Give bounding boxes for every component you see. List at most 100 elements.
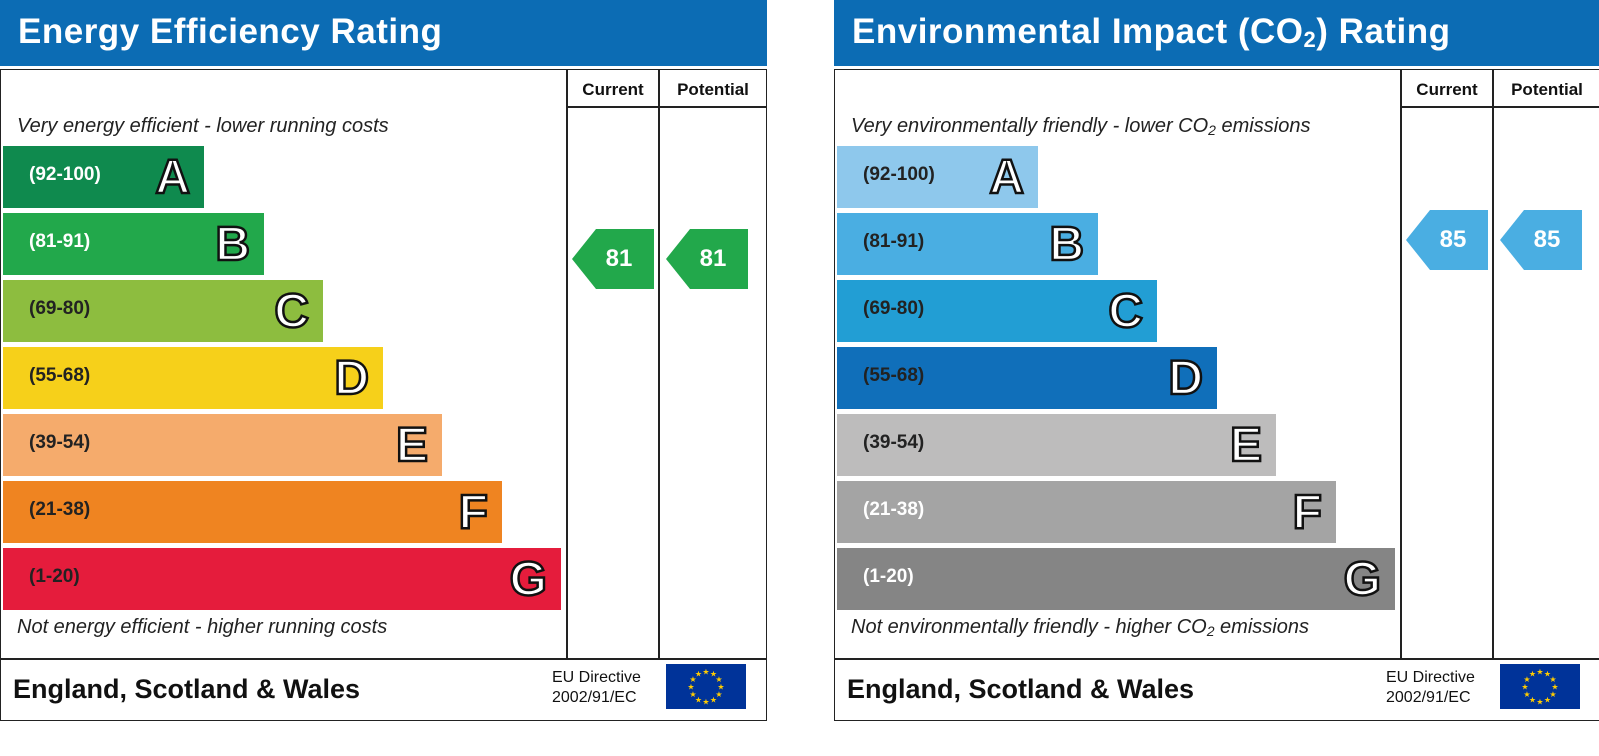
band-letter: D	[333, 351, 370, 407]
bottom-caption-sub: 2	[1206, 623, 1215, 639]
rating-band-e: (39-54) E	[837, 414, 1276, 476]
rating-frame: Current Potential Very environmentally f…	[834, 69, 1599, 721]
eu-star: ★	[702, 698, 709, 707]
bottom-caption-tail: emissions	[1214, 616, 1309, 638]
eu-star: ★	[1523, 675, 1530, 684]
eu-directive-line1: EU Directive	[1386, 669, 1475, 686]
region-label: England, Scotland & Wales	[13, 674, 361, 704]
rating-band-e: (39-54) E	[3, 414, 442, 476]
eu-flag-stars: ★ ★★★★★★★★★★★	[687, 668, 724, 707]
eu-flag-icon: ★ ★ ★ ★ ★ ★ ★ ★ ★ ★ ★ ★	[1500, 664, 1580, 709]
chart-title-main: Environmental Impact (CO	[852, 12, 1304, 51]
band-letter: G	[1342, 552, 1382, 608]
potential-rating-value: 81	[699, 245, 727, 272]
environmental-impact-panel: Environmental Impact (CO2) Rating Curren…	[834, 0, 1599, 721]
band-range-label: (1-20)	[863, 566, 914, 587]
chart-title: Energy Efficiency Rating	[18, 12, 443, 51]
panel-header: Energy Efficiency Rating	[0, 0, 767, 66]
rating-band-b: (81-91) B	[837, 213, 1098, 275]
rating-frame: Current Potential Very energy efficient …	[0, 69, 767, 721]
eu-star: ★	[1544, 696, 1551, 705]
potential-arrow-shape	[666, 229, 748, 289]
top-caption-main: Very environmentally friendly - lower CO	[851, 115, 1209, 137]
current-arrow-shape	[572, 229, 654, 289]
band-letter: B	[1048, 217, 1085, 273]
band-range-label: (21-38)	[863, 499, 925, 520]
rating-band-d: (55-68) D	[837, 347, 1217, 409]
top-caption-sub: 2	[1208, 122, 1216, 138]
current-rating-arrow: 85	[1406, 210, 1488, 270]
band-range-label: (39-54)	[29, 432, 91, 453]
band-letter: F	[457, 485, 489, 541]
eu-star: ★	[1521, 683, 1528, 692]
eu-star: ★	[1523, 690, 1530, 699]
band-range-label: (81-91)	[29, 231, 91, 252]
current-rating-value: 81	[605, 245, 633, 272]
eu-directive-line2: 2002/91/EC	[552, 689, 637, 706]
eu-star: ★	[715, 690, 722, 699]
band-range-label: (81-91)	[863, 231, 925, 252]
band-letter: C	[273, 284, 310, 340]
eu-star: ★	[710, 670, 717, 679]
column-divider	[1400, 70, 1402, 658]
chart-title-sub: 2	[1303, 27, 1317, 52]
current-rating-value: 85	[1439, 226, 1467, 253]
band-letter: E	[1229, 418, 1264, 474]
rating-band-a: (92-100) A	[3, 146, 204, 208]
top-caption: Very environmentally friendly - lower CO…	[851, 115, 1310, 138]
band-range-label: (69-80)	[863, 298, 925, 319]
column-divider	[566, 70, 568, 658]
rating-band-g: (1-20) G	[837, 548, 1395, 610]
rating-band-f: (21-38) F	[3, 481, 502, 543]
eu-directive-text: EU Directive 2002/91/EC	[552, 668, 641, 708]
current-column-header: Current	[582, 80, 644, 99]
top-caption-tail: emissions	[1215, 115, 1311, 137]
eu-star: ★	[1529, 670, 1536, 679]
eu-star: ★	[695, 670, 702, 679]
potential-column-header: Potential	[677, 80, 749, 99]
eu-star: ★	[1536, 698, 1543, 707]
chart-title: Environmental Impact (CO2) Rating	[852, 12, 1451, 53]
band-range-label: (55-68)	[29, 365, 91, 386]
bottom-caption: Not energy efficient - higher running co…	[17, 616, 388, 638]
eu-flag-stars: ★ ★★★★★★★★★★★	[1521, 668, 1558, 707]
eu-directive-line2: 2002/91/EC	[1386, 689, 1471, 706]
eu-star: ★	[689, 690, 696, 699]
current-rating-arrow: 81	[572, 229, 654, 289]
rating-band-a: (92-100) A	[837, 146, 1038, 208]
eu-star: ★	[717, 683, 724, 692]
eu-star: ★	[1544, 670, 1551, 679]
eu-star: ★	[689, 675, 696, 684]
eu-star: ★	[1529, 696, 1536, 705]
potential-column-header: Potential	[1511, 80, 1583, 99]
eu-star: ★	[1549, 675, 1556, 684]
bottom-caption-main: Not environmentally friendly - higher CO	[851, 616, 1207, 638]
chart-title-tail: ) Rating	[1316, 12, 1451, 51]
eu-directive-line1: EU Directive	[552, 669, 641, 686]
eu-star: ★	[1536, 668, 1543, 677]
column-divider	[1492, 70, 1494, 658]
eu-star: ★	[1551, 683, 1558, 692]
potential-rating-arrow: 81	[666, 229, 748, 289]
band-range-label: (69-80)	[29, 298, 91, 319]
band-letter: F	[1291, 485, 1323, 541]
rating-band-c: (69-80) C	[3, 280, 323, 342]
rating-band-f: (21-38) F	[837, 481, 1336, 543]
band-range-label: (21-38)	[29, 499, 91, 520]
eu-star: ★	[715, 675, 722, 684]
potential-rating-value: 85	[1533, 226, 1561, 253]
rating-band-g: (1-20) G	[3, 548, 561, 610]
eu-star: ★	[710, 696, 717, 705]
eu-star: ★	[687, 683, 694, 692]
band-range-label: (39-54)	[863, 432, 925, 453]
energy-efficiency-panel: Energy Efficiency Rating Current Potenti…	[0, 0, 767, 721]
band-range-label: (1-20)	[29, 566, 80, 587]
footer-divider	[1, 658, 766, 660]
band-letter: G	[508, 552, 548, 608]
rating-band-c: (69-80) C	[837, 280, 1157, 342]
rating-band-d: (55-68) D	[3, 347, 383, 409]
band-letter: E	[395, 418, 430, 474]
bottom-caption: Not environmentally friendly - higher CO…	[851, 616, 1309, 639]
band-letter: A	[988, 150, 1025, 206]
column-divider	[658, 70, 660, 658]
